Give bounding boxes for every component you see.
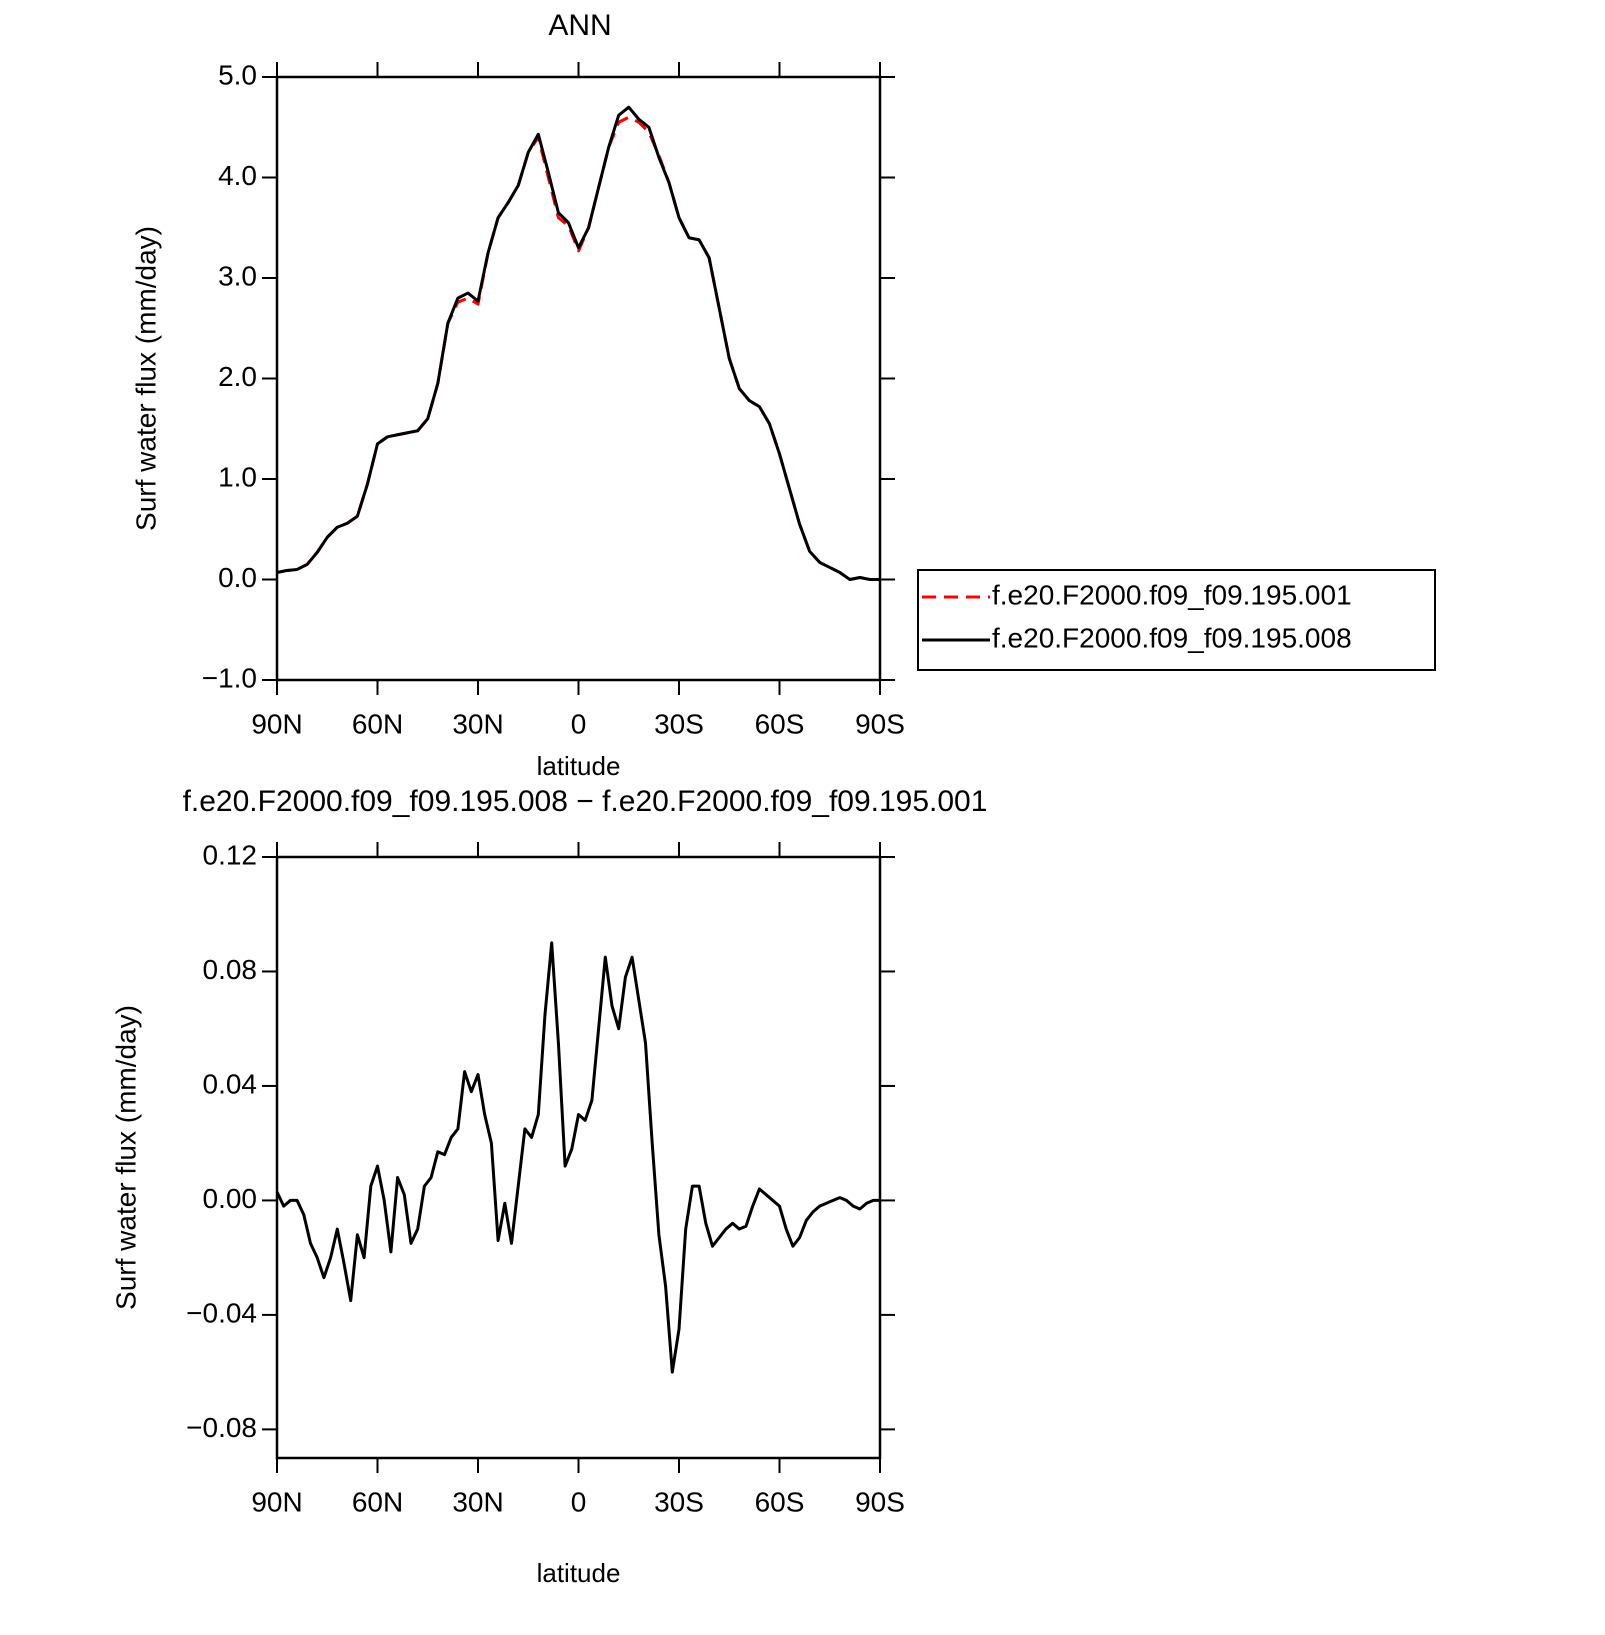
chart-title: ANN (548, 9, 611, 42)
y-tick-label: 3.0 (218, 260, 257, 291)
data-line (275, 941, 880, 1374)
y-tick-label: 1.0 (218, 461, 257, 492)
plot-frame (275, 75, 882, 682)
x-tick-label: 90N (251, 708, 302, 739)
x-tick-label: 60N (352, 708, 403, 739)
y-tick-label: −1.0 (202, 662, 257, 693)
data-line (276, 115, 880, 581)
x-tick-label: 90S (855, 1486, 905, 1517)
x-tick-label: 30S (654, 1486, 704, 1517)
y-tick-label: 0.04 (203, 1068, 258, 1099)
x-tick-label: 60S (755, 1486, 805, 1517)
x-tick-label: 30N (452, 1486, 503, 1517)
y-tick-label: 0.12 (203, 839, 258, 870)
y-axis-label: Surf water flux (mm/day) (130, 226, 161, 531)
y-tick-label: 0.00 (203, 1183, 258, 1214)
legend-label: f.e20.F2000.f09_f09.195.001 (992, 579, 1352, 610)
x-tick-label: 0 (571, 708, 587, 739)
x-axis-label: latitude (537, 1558, 621, 1588)
legend-box (917, 569, 1436, 671)
x-tick-label: 30N (452, 708, 503, 739)
y-axis-label: Surf water flux (mm/day) (110, 1005, 141, 1310)
y-tick-label: 5.0 (218, 59, 257, 90)
y-tick-label: 2.0 (218, 361, 257, 392)
chart-title: f.e20.F2000.f09_f09.195.008 − f.e20.F200… (183, 785, 988, 818)
y-tick-label: −0.08 (186, 1412, 257, 1443)
y-tick-label: 0.0 (218, 562, 257, 593)
x-tick-label: 60N (352, 1486, 403, 1517)
y-tick-label: −0.04 (186, 1297, 257, 1328)
legend-label: f.e20.F2000.f09_f09.195.008 (992, 622, 1352, 653)
x-tick-label: 0 (571, 1486, 587, 1517)
x-tick-label: 60S (755, 708, 805, 739)
x-tick-label: 90N (251, 1486, 302, 1517)
y-tick-label: 4.0 (218, 160, 257, 191)
x-axis-label: latitude (537, 751, 621, 781)
plot-frame (275, 855, 882, 1460)
data-line (276, 105, 880, 581)
x-tick-label: 30S (654, 708, 704, 739)
x-tick-label: 90S (855, 708, 905, 739)
y-tick-label: 0.08 (203, 954, 258, 985)
